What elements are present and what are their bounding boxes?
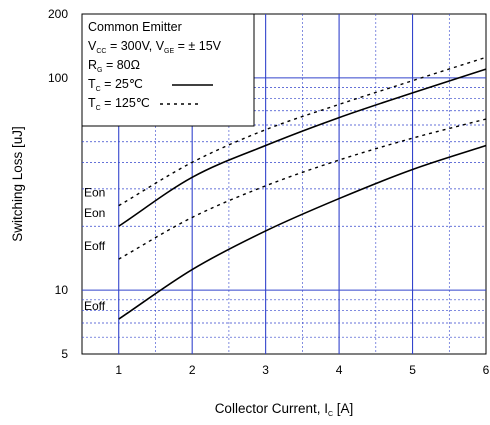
legend-tc25-label: TC = 25℃ [88, 77, 143, 93]
series-line-eon-dashed [118, 56, 487, 207]
ticks: 1 2 3 4 5 6 5 10 100 200 [48, 7, 490, 377]
curve-label-eoff: Eoff [84, 239, 106, 253]
x-tick-label: 6 [483, 363, 490, 377]
y-axis-title: Switching Loss [uJ] [10, 126, 25, 242]
y-tick-label: 200 [48, 7, 68, 21]
x-tick-label: 3 [262, 363, 269, 377]
curves: Eon Eon Eoff Eoff [84, 56, 487, 320]
series-line-eon-solid [118, 68, 487, 227]
x-tick-label: 1 [115, 363, 122, 377]
x-tick-label: 4 [336, 363, 343, 377]
x-axis-title: Collector Current, IC [A] [215, 401, 354, 418]
series-line-eoff-dashed [118, 118, 487, 260]
legend-box [81, 13, 255, 127]
x-tick-label: 2 [189, 363, 196, 377]
legend-title: Common Emitter [88, 20, 182, 34]
curve-label-eon: Eon [84, 206, 105, 220]
y-tick-label: 10 [55, 283, 69, 297]
legend-tc125-label: TC = 125℃ [88, 96, 150, 112]
curve-label-eon: Eon [84, 186, 105, 200]
curve-label-eoff: Eoff [84, 299, 106, 313]
x-tick-label: 5 [409, 363, 416, 377]
y-tick-label: 5 [61, 347, 68, 361]
legend-vcc-vge: VCC = 300V, VGE = ± 15V [88, 39, 222, 55]
y-tick-label: 100 [48, 71, 68, 85]
legend-rg: RG = 80Ω [88, 58, 140, 74]
series-line-eoff-solid [118, 144, 487, 320]
